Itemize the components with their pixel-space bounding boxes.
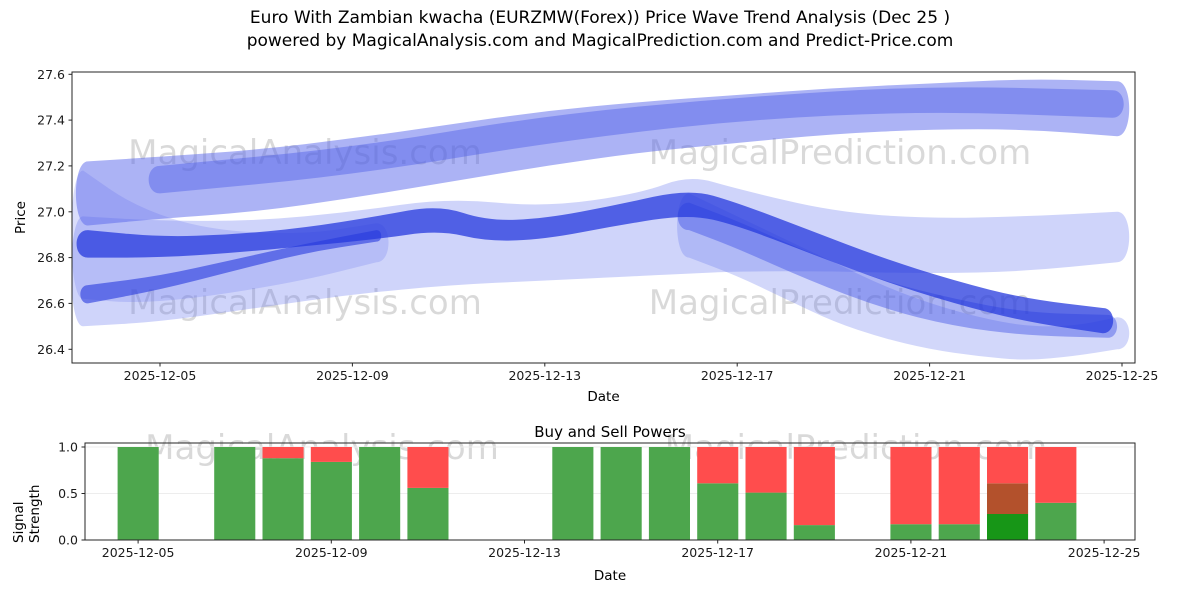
buy-bar-segment (407, 487, 449, 540)
sell-bar-segment (407, 447, 449, 488)
buy-bar-segment (938, 524, 980, 540)
x-tick-label: 2025-12-05 (124, 368, 197, 383)
y-tick-label: 26.4 (37, 342, 65, 357)
buy-bar-segment (552, 447, 594, 540)
price-band-lower-strand (80, 230, 382, 304)
price-band-main-core (76, 192, 1114, 334)
sell-bar-segment (745, 447, 787, 493)
date-axis-label-main: Date (587, 389, 620, 405)
x-tick-label: 2025-12-09 (316, 368, 389, 383)
x-tick-label: 2025-12-25 (1068, 545, 1141, 560)
buy_strong-bar-segment (987, 514, 1029, 540)
sell-bar-segment (697, 447, 739, 484)
date-axis-label-sub: Date (593, 568, 627, 584)
x-tick-label: 2025-12-21 (875, 545, 948, 560)
plot-border (84, 442, 1136, 541)
buy-bar-segment (1035, 502, 1077, 540)
overlap-bar-segment (987, 483, 1029, 514)
y-tick-label: 27.0 (37, 204, 65, 219)
buy-bar-segment (745, 492, 787, 540)
y-tick-label: 0.5 (58, 486, 78, 501)
x-tick-label: 2025-12-13 (488, 545, 561, 560)
x-tick-label: 2025-12-25 (1086, 368, 1159, 383)
watermark-magicalanalysis: MagicalAnalysis.com (128, 283, 482, 323)
y-tick-label: 1.0 (58, 440, 78, 455)
sell-bar-segment (1035, 447, 1077, 503)
sell-bar-segment (987, 447, 1029, 484)
page-subtitle: powered by MagicalAnalysis.com and Magic… (246, 31, 954, 51)
y-tick-label: 26.6 (37, 296, 65, 311)
x-tick-label: 2025-12-09 (295, 545, 368, 560)
buy-bar-segment (793, 525, 835, 540)
sell-bar-segment (793, 447, 835, 526)
sell-bar-segment (262, 447, 304, 459)
y-tick-label: 27.4 (37, 113, 65, 128)
buy-bar-segment (359, 447, 401, 540)
y-tick-label: 26.8 (37, 250, 65, 265)
x-tick-label: 2025-12-21 (893, 368, 966, 383)
x-tick-label: 2025-12-13 (508, 368, 581, 383)
buy-bar-segment (262, 458, 304, 540)
buy-bar-segment (117, 447, 159, 540)
signal-strength-axis-label: Signal Strength (11, 484, 43, 543)
y-tick-label: 27.2 (37, 158, 65, 173)
page-title: Euro With Zambian kwacha (EURZMW(Forex))… (249, 8, 951, 28)
buy-bar-segment (890, 524, 932, 540)
x-tick-label: 2025-12-05 (102, 545, 175, 560)
x-tick-label: 2025-12-17 (701, 368, 774, 383)
y-tick-label: 27.6 (37, 67, 65, 82)
plot-border (71, 71, 1136, 364)
subchart-title: Buy and Sell Powers (534, 423, 686, 441)
price-axis-label: Price (13, 201, 29, 234)
buy-bar-segment (648, 447, 690, 540)
sell-bar-segment (310, 447, 352, 462)
buy-bar-segment (697, 483, 739, 540)
price-band-upper-band (75, 79, 1130, 226)
buy-bar-segment (600, 447, 642, 540)
sell-bar-segment (938, 447, 980, 525)
buy-bar-segment (214, 447, 256, 540)
y-tick-label: 0.0 (58, 533, 78, 548)
x-tick-label: 2025-12-17 (681, 545, 754, 560)
sell-bar-segment (890, 447, 932, 525)
price-band-envelope-mid (72, 179, 1130, 327)
price-band-upper-core (148, 87, 1124, 194)
buy-bar-segment (310, 461, 352, 540)
